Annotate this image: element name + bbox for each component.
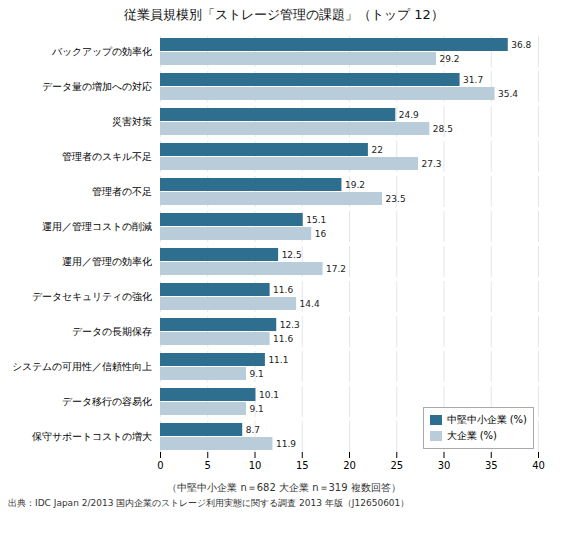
svg-text:バックアップの効率化: バックアップの効率化 bbox=[51, 46, 152, 57]
svg-text:14.4: 14.4 bbox=[300, 299, 320, 309]
svg-text:データセキュリティの強化: データセキュリティの強化 bbox=[32, 291, 152, 302]
html-text:中堅中小企業 (%): 中堅中小企業 (%) bbox=[446, 414, 527, 425]
svg-text:35.4: 35.4 bbox=[498, 89, 518, 99]
svg-text:27.3: 27.3 bbox=[421, 159, 441, 169]
svg-text:15.1: 15.1 bbox=[306, 215, 326, 225]
html-text:（中堅中小企業 n＝682 大企業 n＝319 複数回答）: （中堅中小企業 n＝682 大企業 n＝319 複数回答） bbox=[167, 482, 401, 493]
svg-text:データ量の増加への対応: データ量の増加への対応 bbox=[42, 81, 152, 92]
svg-text:システムの可用性／信頼性向上: システムの可用性／信頼性向上 bbox=[12, 361, 152, 372]
svg-text:31.7: 31.7 bbox=[463, 75, 483, 85]
svg-text:保守サポートコストの増大: 保守サポートコストの増大 bbox=[32, 431, 152, 442]
svg-text:28.5: 28.5 bbox=[433, 124, 453, 134]
svg-text:データ移行の容易化: データ移行の容易化 bbox=[62, 396, 152, 407]
svg-text:8.7: 8.7 bbox=[246, 425, 260, 435]
html-text:大企業 (%): 大企業 (%) bbox=[446, 430, 497, 441]
svg-text:20: 20 bbox=[343, 460, 356, 471]
svg-text:36.8: 36.8 bbox=[511, 40, 531, 50]
svg-text:災害対策: 災害対策 bbox=[112, 116, 152, 127]
svg-text:12.5: 12.5 bbox=[282, 250, 302, 260]
svg-text:11.9: 11.9 bbox=[276, 439, 296, 449]
svg-text:24.9: 24.9 bbox=[399, 110, 419, 120]
svg-text:19.2: 19.2 bbox=[345, 180, 365, 190]
svg-text:運用／管理コストの削減: 運用／管理コストの削減 bbox=[42, 221, 152, 232]
svg-text:15: 15 bbox=[296, 460, 309, 471]
svg-text:11.6: 11.6 bbox=[273, 285, 293, 295]
svg-text:29.2: 29.2 bbox=[439, 54, 459, 64]
svg-text:25: 25 bbox=[390, 460, 403, 471]
svg-text:30: 30 bbox=[438, 460, 451, 471]
svg-text:11.6: 11.6 bbox=[273, 334, 293, 344]
svg-text:11.1: 11.1 bbox=[268, 355, 288, 365]
svg-text:データの長期保存: データの長期保存 bbox=[72, 326, 152, 337]
svg-text:5: 5 bbox=[205, 460, 211, 471]
svg-text:12.3: 12.3 bbox=[280, 320, 300, 330]
svg-text:16: 16 bbox=[315, 229, 327, 239]
svg-text:9.1: 9.1 bbox=[249, 404, 263, 414]
svg-text:40: 40 bbox=[532, 460, 545, 471]
svg-text:0: 0 bbox=[157, 460, 163, 471]
svg-text:10.1: 10.1 bbox=[259, 390, 279, 400]
svg-text:22: 22 bbox=[371, 145, 382, 155]
html-text:出典：IDC Japan 2/2013 国内企業のストレージ: 出典：IDC Japan 2/2013 国内企業のストレージ利用実態に関する調査… bbox=[8, 498, 410, 508]
svg-text:17.2: 17.2 bbox=[326, 264, 346, 274]
svg-text:9.1: 9.1 bbox=[249, 369, 263, 379]
svg-text:運用／管理の効率化: 運用／管理の効率化 bbox=[62, 256, 152, 267]
svg-text:10: 10 bbox=[249, 460, 262, 471]
html-text:従業員規模別「ストレージ管理の課題」（トップ 12）: 従業員規模別「ストレージ管理の課題」（トップ 12） bbox=[124, 7, 444, 22]
svg-text:23.5: 23.5 bbox=[386, 194, 406, 204]
svg-text:管理者の不足: 管理者の不足 bbox=[92, 186, 152, 197]
svg-text:管理者のスキル不足: 管理者のスキル不足 bbox=[62, 151, 152, 162]
svg-text:35: 35 bbox=[485, 460, 498, 471]
